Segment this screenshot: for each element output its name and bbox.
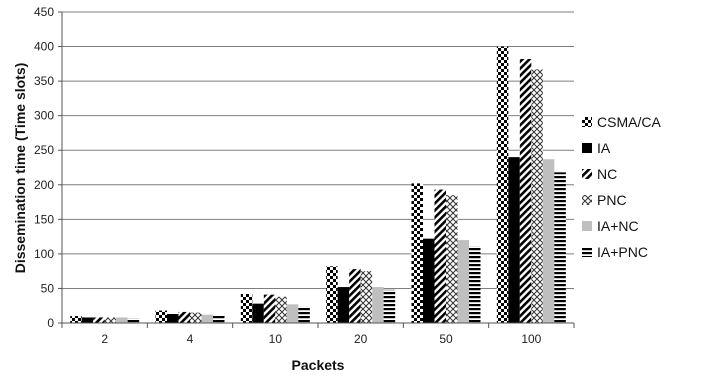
- y-tick-label: 200: [34, 178, 54, 192]
- bar-ia-50: [423, 238, 435, 323]
- legend-swatch: [582, 221, 592, 231]
- bar-ia-100: [508, 157, 520, 323]
- y-tick-label: 50: [41, 281, 55, 295]
- bar-ia-pnc-50: [469, 246, 481, 323]
- x-tick-label: 4: [187, 332, 194, 346]
- y-tick-label: 150: [34, 212, 54, 226]
- bar-pnc-50: [446, 195, 458, 323]
- x-axis-ticks: 2 4 10 20 50 100: [61, 323, 575, 346]
- legend-swatch: [582, 117, 592, 127]
- bar-nc-50: [434, 189, 446, 323]
- x-tick-label: 100: [521, 332, 541, 346]
- bar-csma-ca-50: [411, 183, 423, 323]
- legend-swatch: [582, 169, 592, 179]
- legend-swatch: [582, 195, 592, 205]
- legend-label: PNC: [597, 192, 627, 208]
- y-axis-ticks: 0 50 100 150 200 250 300 350 400 450: [34, 5, 62, 330]
- bar-ia-2: [81, 317, 94, 323]
- bar-pnc-4: [190, 312, 202, 323]
- x-tick-label: 2: [101, 332, 108, 346]
- bar-csma-ca-4: [155, 310, 167, 323]
- bar-nc-2: [93, 317, 105, 323]
- x-axis-title: Packets: [292, 357, 345, 373]
- bar-ia-20: [337, 287, 350, 323]
- bar-csma-ca-10: [240, 293, 253, 323]
- bar-ia-10: [252, 303, 264, 323]
- legend: CSMA/CA IA NC PNC IA+NC IA+PNC: [582, 114, 661, 260]
- bar-nc-10: [263, 294, 276, 323]
- bar-ia-nc-10: [286, 304, 299, 323]
- bars: [70, 46, 566, 324]
- y-tick-label: 250: [34, 143, 54, 157]
- y-tick-label: 450: [34, 5, 54, 19]
- legend-label: IA: [597, 140, 611, 156]
- bar-pnc-2: [104, 317, 117, 323]
- gridlines: [62, 11, 574, 289]
- x-tick-label: 50: [439, 332, 453, 346]
- bar-ia-pnc-2: [127, 318, 140, 323]
- bar-ia-nc-4: [201, 314, 213, 323]
- legend-swatch: [582, 247, 592, 257]
- x-tick-label: 10: [269, 332, 283, 346]
- y-axis-title: Dissemination time (Time slots): [12, 63, 28, 274]
- legend-swatch: [582, 143, 592, 153]
- legend-label: IA+NC: [597, 218, 639, 234]
- legend-label: NC: [597, 166, 617, 182]
- y-tick-label: 0: [47, 316, 54, 330]
- y-tick-label: 300: [34, 109, 54, 123]
- x-tick-label: 20: [354, 332, 368, 346]
- bar-ia-pnc-4: [213, 314, 225, 323]
- bar-nc-20: [349, 269, 361, 323]
- bar-ia-nc-100: [542, 159, 555, 323]
- bar-csma-ca-2: [70, 316, 82, 323]
- y-tick-label: 350: [34, 74, 54, 88]
- bar-csma-ca-100: [496, 46, 509, 324]
- bar-ia-nc-20: [372, 287, 384, 323]
- bar-ia-pnc-100: [554, 172, 566, 323]
- bar-ia-nc-2: [116, 317, 128, 323]
- y-tick-label: 100: [34, 247, 54, 261]
- bar-nc-4: [178, 311, 190, 323]
- bar-ia-pnc-10: [298, 306, 310, 323]
- bar-nc-100: [519, 58, 532, 324]
- bar-pnc-100: [531, 69, 543, 324]
- bar-csma-ca-20: [326, 266, 338, 323]
- plot-area: 0 50 100 150 200 250 300 350 400 450 2 4 10 20 50 100: [34, 5, 575, 346]
- legend-label: CSMA/CA: [597, 114, 661, 130]
- bar-pnc-10: [275, 296, 287, 323]
- bar-ia-nc-50: [457, 240, 469, 323]
- y-tick-label: 400: [34, 40, 54, 54]
- bar-ia-4: [167, 314, 179, 323]
- bar-ia-pnc-20: [383, 289, 396, 323]
- bar-pnc-20: [360, 271, 373, 323]
- legend-label: IA+PNC: [597, 244, 648, 260]
